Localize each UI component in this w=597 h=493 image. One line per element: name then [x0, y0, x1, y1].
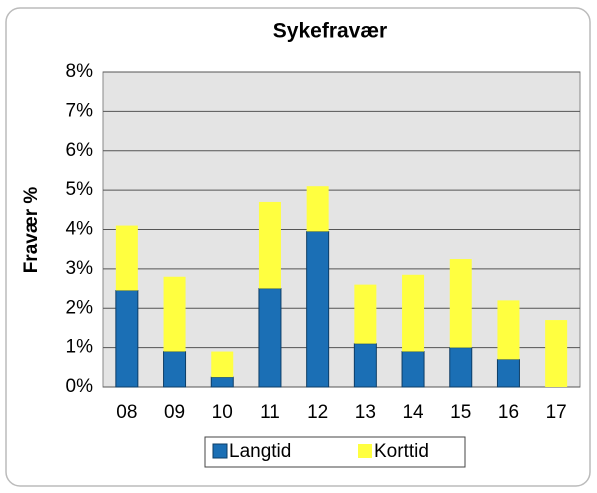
bar-segment	[449, 259, 472, 348]
bar-segment	[163, 276, 186, 352]
bar-segment	[449, 347, 473, 388]
bar-segment	[496, 358, 520, 388]
x-tick-label: 11	[260, 402, 280, 423]
x-tick-label: 17	[546, 402, 567, 423]
bar-segment	[115, 290, 139, 388]
x-tick-label: 10	[212, 402, 233, 423]
x-tick-label: 15	[450, 402, 471, 423]
bar-segment	[115, 225, 138, 291]
y-tick-label: 8%	[66, 61, 94, 82]
bar-segment	[163, 351, 187, 388]
x-tick-label: 14	[402, 402, 424, 423]
bar-segment	[258, 288, 282, 388]
legend-swatch	[212, 443, 228, 459]
x-tick-label: 13	[355, 402, 376, 423]
legend-label: Korttid	[374, 441, 429, 462]
y-tick-label: 4%	[66, 219, 94, 240]
y-tick-label: 7%	[66, 100, 94, 121]
y-tick-label: 5%	[66, 179, 94, 200]
bar-segment	[211, 351, 234, 378]
bar-segment	[258, 201, 281, 289]
x-tick-label: 12	[307, 402, 328, 423]
bar-segment	[497, 300, 520, 360]
chart-title: Sykefravær	[273, 20, 387, 43]
y-tick-label: 3%	[66, 258, 94, 279]
bar-segment	[401, 351, 425, 388]
bar-segment	[545, 320, 568, 387]
bar-segment	[210, 376, 234, 388]
legend-swatch	[358, 444, 372, 458]
x-tick-label: 16	[498, 402, 519, 423]
y-tick-label: 6%	[66, 140, 94, 161]
bar-segment	[306, 186, 329, 232]
legend-box	[204, 436, 466, 468]
legend-label: Langtid	[229, 441, 291, 462]
x-tick-label: 09	[164, 402, 185, 423]
x-tick-label: 08	[116, 402, 137, 423]
bar-segment	[402, 274, 425, 352]
y-tick-label: 1%	[66, 337, 94, 358]
bar-segment	[354, 284, 377, 344]
y-tick-label: 2%	[66, 297, 94, 318]
y-tick-label: 0%	[66, 376, 94, 397]
bar-segment	[353, 343, 377, 388]
y-axis-label: Fravær %	[21, 187, 42, 274]
bar-segment	[306, 230, 330, 388]
